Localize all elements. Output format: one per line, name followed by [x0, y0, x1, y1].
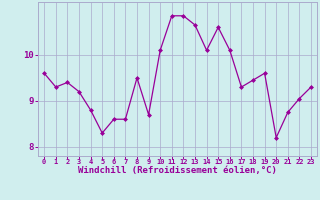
- X-axis label: Windchill (Refroidissement éolien,°C): Windchill (Refroidissement éolien,°C): [78, 166, 277, 175]
